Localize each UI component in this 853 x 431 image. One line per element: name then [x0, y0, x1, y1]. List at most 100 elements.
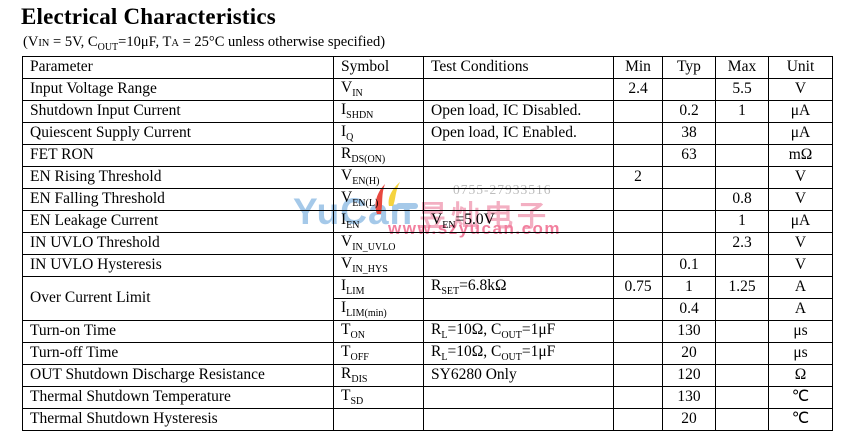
cell-parameter: Input Voltage Range: [22, 78, 334, 101]
cell-unit: A: [768, 298, 833, 321]
cell-max: 2.3: [715, 232, 769, 255]
cell-max: [715, 144, 769, 167]
cell-symbol: TON: [333, 320, 424, 343]
cell-conditions: [423, 232, 614, 255]
cell-typ: [662, 166, 716, 189]
cell-symbol: RDIS: [333, 364, 424, 387]
cell-conditions: RL=10Ω, COUT=1μF: [423, 342, 614, 365]
cell-parameter: FET RON: [22, 144, 334, 167]
cell-min: [613, 408, 663, 431]
table-row: OUT Shutdown Discharge Resistance RDIS SY6…: [22, 364, 833, 387]
cell-conditions: VEN=5.0V: [423, 210, 614, 233]
cell-typ: 0.4: [662, 298, 716, 321]
cell-typ: [662, 232, 716, 255]
table-row: FET RON RDS(ON) 63 mΩ: [22, 144, 833, 167]
cell-typ: 20: [662, 342, 716, 365]
cell-typ: 38: [662, 122, 716, 145]
cell-unit: V: [768, 188, 833, 211]
cell-conditions: Open load, IC Disabled.: [423, 100, 614, 123]
cell-max: [715, 298, 769, 321]
cell-conditions: SY6280 Only: [423, 364, 614, 387]
cell-conditions: [423, 408, 614, 431]
cell-min: [613, 364, 663, 387]
cell-symbol: IQ: [333, 122, 424, 145]
table-row: Turn-on Time TON RL=10Ω, COUT=1μF 130 μs: [22, 320, 833, 343]
cell-min: 2.4: [613, 78, 663, 101]
page-title: Electrical Characteristics: [21, 4, 276, 29]
cell-max: 1.25: [715, 276, 769, 299]
cell-unit: V: [768, 78, 833, 101]
cell-conditions: [423, 298, 614, 321]
test-conditions-note: (VIN = 5V, COUT=10μF, TA = 25°C unless o…: [23, 34, 386, 53]
cell-min: [613, 188, 663, 211]
cell-parameter: Turn-on Time: [22, 320, 334, 343]
cell-typ: 63: [662, 144, 716, 167]
cell-symbol: TSD: [333, 386, 424, 409]
cell-typ: 1: [662, 276, 716, 299]
cell-unit: V: [768, 232, 833, 255]
cell-conditions: [423, 254, 614, 277]
column-header-test-conditions: Test Conditions: [423, 56, 614, 79]
cell-symbol: VIN_HYS: [333, 254, 424, 277]
table-row: IN UVLO Hysteresis VIN_HYS 0.1 V: [22, 254, 833, 277]
cell-parameter: Shutdown Input Current: [22, 100, 334, 123]
cell-min: [613, 100, 663, 123]
cell-typ: 130: [662, 320, 716, 343]
cell-conditions: Open load, IC Enabled.: [423, 122, 614, 145]
column-header-parameter: Parameter: [22, 56, 334, 79]
table-row: Thermal Shutdown Hysteresis 20 ℃: [22, 408, 833, 431]
cell-min: [613, 254, 663, 277]
cell-parameter: Turn-off Time: [22, 342, 334, 365]
electrical-characteristics-table: Parameter Symbol Test Conditions Min Typ Max U…: [22, 56, 833, 431]
cell-max: [715, 408, 769, 431]
cell-conditions: RL=10Ω, COUT=1μF: [423, 320, 614, 343]
cell-parameter: Thermal Shutdown Hysteresis: [22, 408, 334, 431]
cell-min: [613, 320, 663, 343]
cell-parameter: EN Rising Threshold: [22, 166, 334, 189]
cell-max: 0.8: [715, 188, 769, 211]
cell-symbol: TOFF: [333, 342, 424, 365]
cell-typ: 0.2: [662, 100, 716, 123]
cell-symbol: [333, 408, 424, 431]
cell-max: [715, 122, 769, 145]
cell-parameter: Over Current Limit: [22, 276, 334, 321]
table-row: IN UVLO Threshold VIN_UVLO 2.3 V: [22, 232, 833, 255]
cell-conditions: [423, 144, 614, 167]
cell-unit: ℃: [768, 386, 833, 409]
cell-parameter: IN UVLO Threshold: [22, 232, 334, 255]
cell-unit: μA: [768, 122, 833, 145]
column-header-typ: Typ: [662, 56, 716, 79]
table-row: Over Current Limit ILIM RSET=6.8kΩ 0.75 1 1.2…: [22, 276, 833, 321]
cell-max: [715, 320, 769, 343]
cell-symbol: RDS(ON): [333, 144, 424, 167]
cell-min: [613, 144, 663, 167]
cell-unit: Ω: [768, 364, 833, 387]
cell-parameter: Thermal Shutdown Temperature: [22, 386, 334, 409]
cell-symbol: ILIM: [333, 276, 424, 299]
cell-typ: [662, 188, 716, 211]
cell-unit: A: [768, 276, 833, 299]
column-header-unit: Unit: [768, 56, 833, 79]
cell-min: [613, 298, 663, 321]
cell-parameter: Quiescent Supply Current: [22, 122, 334, 145]
cell-max: [715, 342, 769, 365]
cell-typ: 20: [662, 408, 716, 431]
cell-max: [715, 254, 769, 277]
cell-parameter: EN Falling Threshold: [22, 188, 334, 211]
cell-symbol: IEN: [333, 210, 424, 233]
cell-max: [715, 166, 769, 189]
cell-conditions: [423, 166, 614, 189]
cell-unit: V: [768, 166, 833, 189]
cell-unit: V: [768, 254, 833, 277]
cell-min: 0.75: [613, 276, 663, 299]
cell-unit: ℃: [768, 408, 833, 431]
cell-typ: 120: [662, 364, 716, 387]
cell-typ: [662, 78, 716, 101]
table-row: EN Rising Threshold VEN(H) 2 V: [22, 166, 833, 189]
cell-symbol: VIN_UVLO: [333, 232, 424, 255]
column-header-min: Min: [613, 56, 663, 79]
cell-unit: mΩ: [768, 144, 833, 167]
table-row: Shutdown Input Current ISHDN Open load, IC…: [22, 100, 833, 123]
cell-unit: μA: [768, 210, 833, 233]
cell-conditions: [423, 386, 614, 409]
